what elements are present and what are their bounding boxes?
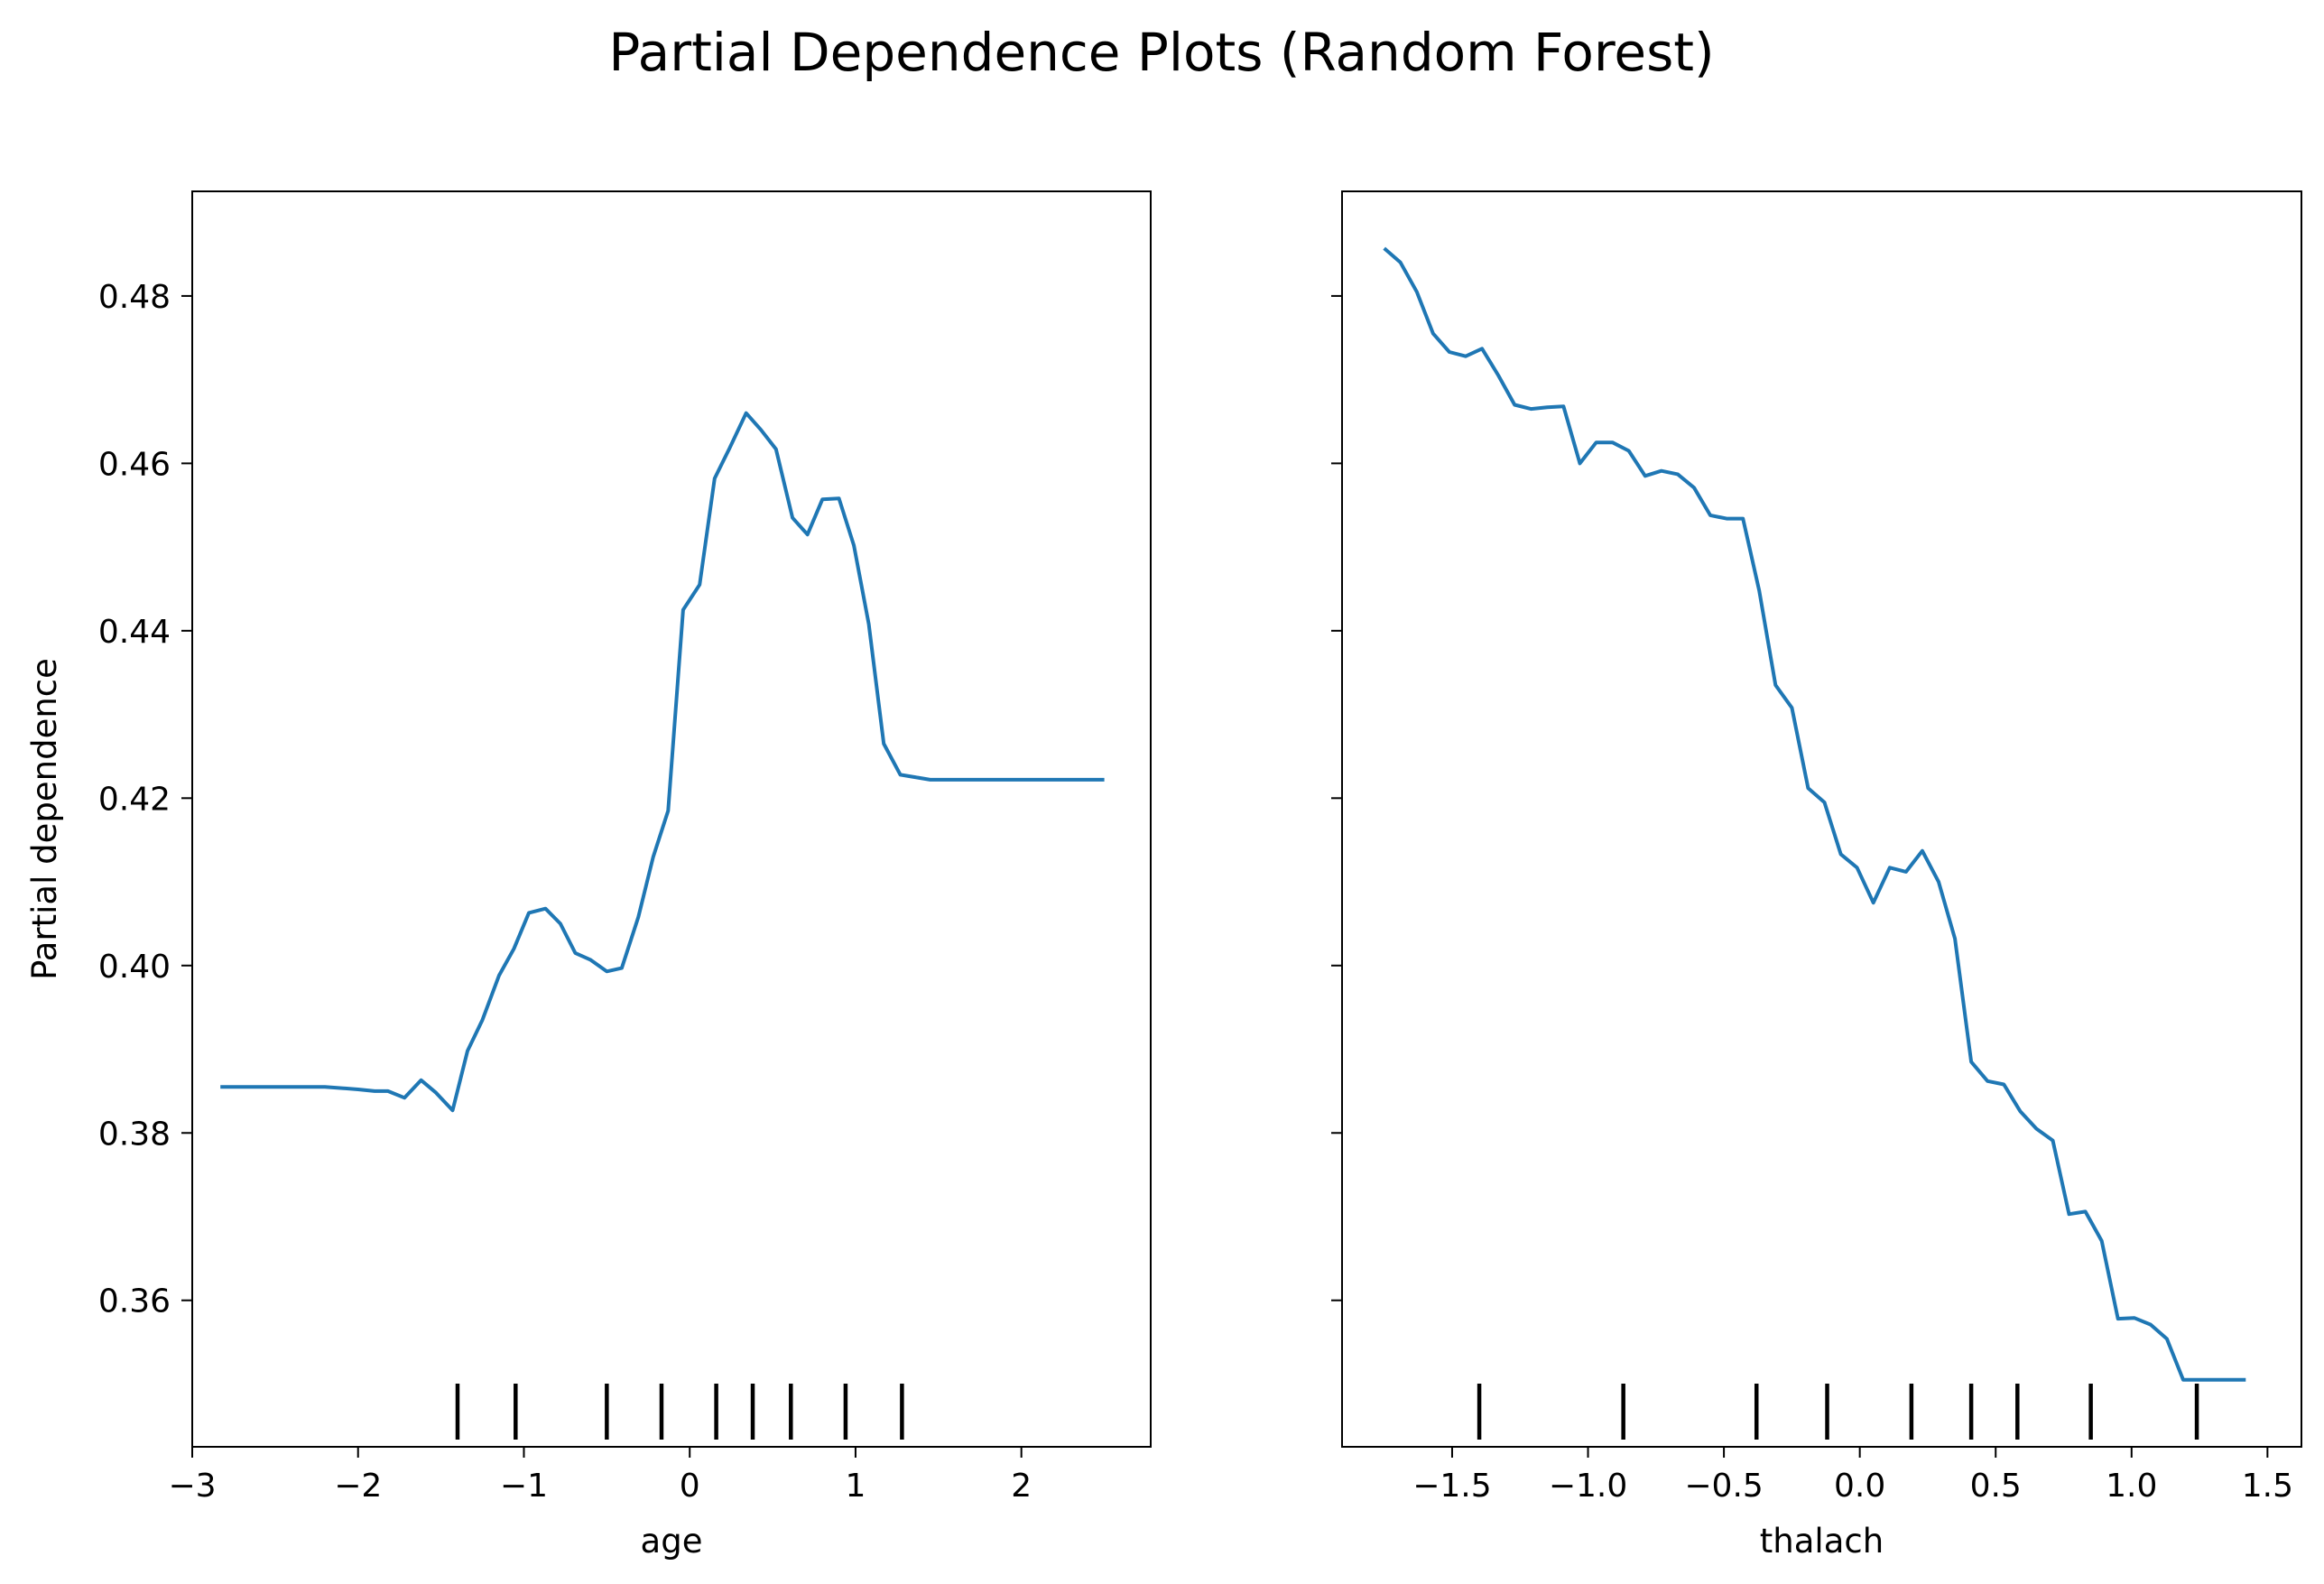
partial-dependence-line bbox=[1383, 246, 2246, 1382]
x-axis-label: age bbox=[641, 1522, 703, 1561]
x-axis-label: thalach bbox=[1760, 1522, 1884, 1561]
y-tick-label: 0.36 bbox=[98, 1283, 171, 1320]
y-tick-label: 0.42 bbox=[98, 781, 171, 818]
x-tick-label: 1.0 bbox=[2106, 1468, 2157, 1505]
y-tick-label: 0.44 bbox=[98, 614, 171, 651]
figure-title: Partial Dependence Plots (Random Forest) bbox=[608, 22, 1714, 83]
y-tick-label: 0.40 bbox=[98, 949, 171, 986]
x-tick-label: 2 bbox=[1011, 1468, 1032, 1505]
partial-dependence-line bbox=[220, 411, 1105, 1113]
thalach-panel: −1.5 −1.0 −0.5 0.0 0.5 1.0 1.5 thalach bbox=[1331, 190, 2302, 1561]
y-tick-label: 0.38 bbox=[98, 1116, 171, 1153]
x-tick-label: −1 bbox=[500, 1468, 548, 1505]
y-tick-label: 0.48 bbox=[98, 279, 171, 316]
y-axis-label: Partial dependence bbox=[25, 658, 64, 980]
x-tick-label: −0.5 bbox=[1684, 1468, 1763, 1505]
x-tick-label: −1.0 bbox=[1549, 1468, 1627, 1505]
x-tick-label: 1 bbox=[845, 1468, 866, 1505]
x-tick-label: 0.5 bbox=[1970, 1468, 2022, 1505]
axes-frame bbox=[1341, 190, 2302, 1448]
age-panel: −3 −2 −1 0 1 2 0.36 0.38 0.40 0.42 0.44 0.46 0.48 age… bbox=[25, 190, 1152, 1561]
x-tick-label: −1.5 bbox=[1412, 1468, 1491, 1505]
x-tick-label: −3 bbox=[168, 1468, 216, 1505]
axes-frame bbox=[191, 190, 1152, 1448]
x-tick-label: 0 bbox=[680, 1468, 700, 1505]
x-tick-label: 1.5 bbox=[2242, 1468, 2293, 1505]
y-tick-label: 0.46 bbox=[98, 446, 171, 483]
x-tick-label: −2 bbox=[334, 1468, 382, 1505]
x-tick-label: 0.0 bbox=[1834, 1468, 1885, 1505]
